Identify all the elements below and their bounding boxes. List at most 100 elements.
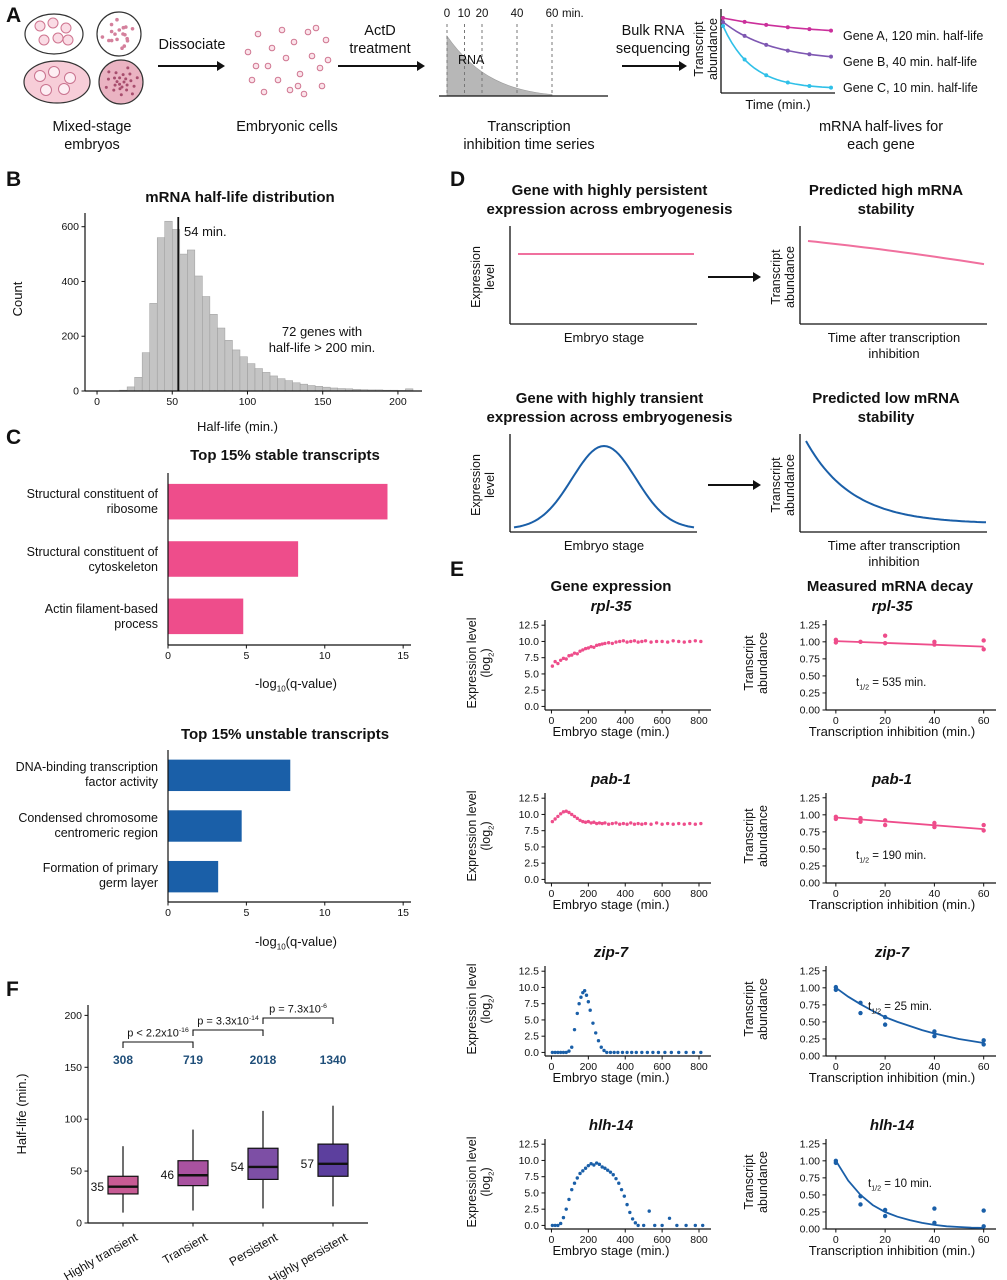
gene-name: hlh-14: [869, 1117, 915, 1134]
svg-text:200: 200: [580, 1061, 598, 1073]
svg-text:2.5: 2.5: [524, 858, 539, 870]
panel-label-c: C: [6, 426, 22, 449]
svg-text:5.0: 5.0: [524, 1187, 539, 1199]
transient-gene-title: Gene with highly transient expression ac…: [486, 390, 733, 426]
low-stability-schematic: [799, 434, 987, 533]
svg-text:20: 20: [879, 888, 891, 900]
svg-text:0.25: 0.25: [800, 1033, 821, 1045]
embryo-stage-axis-label: Embryo stage: [563, 330, 645, 345]
transcript-abundance-axis-label: Transcript abundance: [742, 805, 771, 867]
svg-text:10.0: 10.0: [519, 636, 540, 648]
stable-qvalue-axis-label: -log10(q-value): [255, 676, 337, 694]
transcript-abundance-axis-label: Transcript abundance: [769, 246, 798, 308]
svg-text:100: 100: [239, 396, 257, 408]
svg-text:0.75: 0.75: [800, 826, 821, 838]
svg-text:0: 0: [833, 888, 839, 900]
stable-category-2: Structural constituent of cytoskeleton: [26, 545, 158, 574]
svg-text:600: 600: [61, 221, 79, 233]
svg-text:0.0: 0.0: [524, 1047, 539, 1059]
caption-mixed-stage-embryos: Mixed-stage embryos: [52, 119, 132, 154]
svg-text:0: 0: [549, 1061, 555, 1073]
time-unit-label: min.: [562, 8, 584, 20]
svg-text:0.00: 0.00: [800, 1224, 821, 1236]
svg-text:200: 200: [61, 331, 79, 343]
caption-embryonic-cells: Embryonic cells: [236, 119, 338, 135]
svg-text:0: 0: [76, 1218, 82, 1230]
group-count: 308: [112, 1053, 134, 1067]
expression-axis-label: Expression level (log2): [465, 1136, 496, 1228]
svg-text:800: 800: [690, 1234, 708, 1246]
svg-text:0: 0: [73, 386, 79, 398]
svg-text:5.0: 5.0: [524, 1014, 539, 1026]
svg-text:0.0: 0.0: [524, 1220, 539, 1232]
panel-label-a: A: [6, 4, 22, 27]
svg-text:0.00: 0.00: [800, 1051, 821, 1063]
halflife-axis-label: Half-life (min.): [14, 1073, 29, 1155]
svg-text:400: 400: [616, 1234, 634, 1246]
time-tick-60: 60: [545, 8, 559, 20]
svg-text:0.0: 0.0: [524, 701, 539, 713]
inhibition-axis-label: Transcription inhibition (min.): [808, 1243, 976, 1258]
gene-name: pab-1: [590, 771, 631, 788]
gene-name: rpl-35: [590, 598, 632, 615]
halflife-schematic-plot: [720, 9, 835, 94]
svg-text:600: 600: [653, 1061, 671, 1073]
median-line-label: 54 min.: [184, 224, 227, 239]
svg-text:0.75: 0.75: [800, 1172, 821, 1184]
time-tick-20: 20: [475, 8, 489, 20]
transcript-abundance-axis-label: Transcript abundance: [742, 1151, 771, 1213]
unstable-category-1: DNA-binding transcription factor activit…: [15, 760, 158, 789]
svg-text:2.5: 2.5: [524, 1204, 539, 1216]
svg-text:7.5: 7.5: [524, 998, 539, 1010]
svg-text:800: 800: [690, 1061, 708, 1073]
svg-text:7.5: 7.5: [524, 652, 539, 664]
transcript-abundance-axis-label: Transcript abundance: [742, 978, 771, 1040]
persistent-expression-schematic: [509, 226, 697, 325]
svg-text:200: 200: [580, 1234, 598, 1246]
svg-text:0.50: 0.50: [800, 670, 821, 682]
group-count: 719: [182, 1053, 204, 1067]
embryo-stage-axis-label: Embryo stage (min.): [552, 897, 670, 912]
svg-text:0.75: 0.75: [800, 653, 821, 665]
svg-text:100: 100: [64, 1114, 82, 1126]
svg-text:200: 200: [389, 396, 407, 408]
svg-text:15: 15: [397, 650, 409, 662]
svg-text:0: 0: [549, 1234, 555, 1246]
svg-text:0.25: 0.25: [800, 1206, 821, 1218]
svg-text:20: 20: [879, 1234, 891, 1246]
svg-text:12.5: 12.5: [519, 793, 540, 805]
expression-scatter-plot: 0 200 400 600 800 0.0 2.5 5.0 7.5 10.0 12.5: [519, 1139, 711, 1246]
caption-timeseries: Transcription inhibition time series: [463, 119, 595, 154]
svg-text:200: 200: [580, 715, 598, 727]
stable-go-bar-chart: 0 5 10 15: [165, 473, 411, 662]
halflife-annotation: t1/2 = 10 min.: [868, 1178, 932, 1193]
arrow-right-icon: [622, 61, 687, 71]
mixed-stage-embryos-illustration: [23, 11, 144, 105]
svg-text:12.5: 12.5: [519, 1139, 540, 1151]
arrow-right-icon: [158, 61, 225, 71]
arrow-right-icon: [708, 480, 761, 490]
legend-gene-a: Gene A, 120 min. half-life: [843, 29, 984, 43]
svg-text:1.25: 1.25: [800, 619, 821, 631]
svg-text:10: 10: [319, 907, 331, 919]
svg-text:0.25: 0.25: [800, 860, 821, 872]
svg-text:400: 400: [61, 276, 79, 288]
unstable-category-3: Formation of primary germ layer: [42, 861, 158, 890]
svg-text:0.50: 0.50: [800, 1016, 821, 1028]
svg-text:10.0: 10.0: [519, 982, 540, 994]
caption-halflives: mRNA half-lives for each gene: [818, 119, 944, 154]
halflife-boxplot: 0 50 100 150 200: [64, 1005, 368, 1230]
svg-text:1.25: 1.25: [800, 792, 821, 804]
svg-text:600: 600: [653, 888, 671, 900]
svg-text:50: 50: [70, 1166, 82, 1178]
expression-scatter-plot: 0 200 400 600 800 0.0 2.5 5.0 7.5 10.0 12.5: [519, 620, 711, 727]
unstable-qvalue-axis-label: -log10(q-value): [255, 934, 337, 952]
bulk-rna-sequencing-label: Bulk RNA sequencing: [615, 23, 691, 58]
svg-text:5: 5: [243, 907, 249, 919]
svg-text:5.0: 5.0: [524, 668, 539, 680]
svg-text:150: 150: [314, 396, 332, 408]
svg-text:40: 40: [929, 1234, 941, 1246]
svg-text:1.25: 1.25: [800, 1138, 821, 1150]
pvalue-1: p < 2.2x10-16: [127, 1027, 189, 1040]
svg-text:0.25: 0.25: [800, 687, 821, 699]
